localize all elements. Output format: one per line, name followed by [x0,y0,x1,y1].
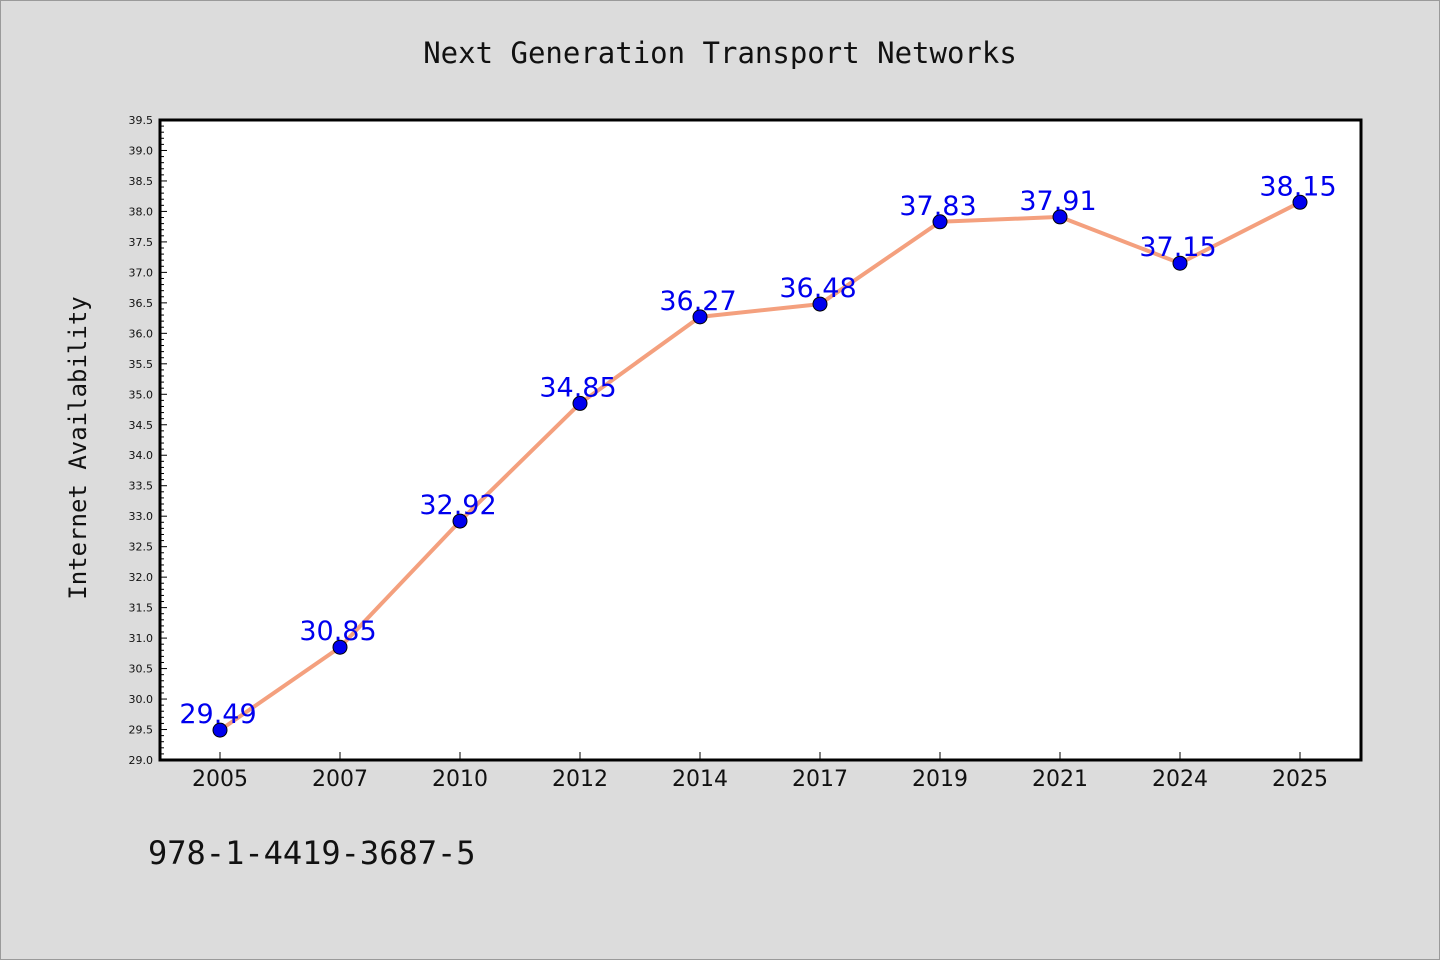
x-tick-label: 2014 [672,767,728,792]
y-tick-label: 30.0 [129,693,154,706]
y-tick-label: 35.5 [129,358,154,371]
data-point [932,214,948,230]
x-tick-label: 2010 [432,767,488,792]
data-point [332,639,348,655]
y-tick-label: 31.0 [129,632,154,645]
data-point [572,395,588,411]
data-label: 32.92 [419,490,496,521]
y-tick-label: 39.0 [129,144,154,157]
data-label: 30.85 [299,616,376,647]
x-tick-label: 2021 [1032,767,1088,792]
x-tick-label: 2005 [192,767,248,792]
data-label: 37.83 [899,191,976,222]
y-tick-label: 38.0 [129,205,154,218]
y-axis-label: Internet Availability [64,296,92,599]
series-line [218,200,1302,733]
isbn-label: 978-1-4419-3687-5 [148,834,476,872]
data-label: 34.85 [539,372,616,403]
y-tick-label: 37.0 [129,266,154,279]
data-point [1052,209,1068,225]
y-tick-label: 32.0 [129,571,154,584]
y-tick-label: 32.5 [129,541,154,554]
data-point [1172,255,1188,271]
data-label: 38.15 [1259,171,1336,202]
y-tick-label: 29.5 [129,724,154,737]
y-tick-label: 30.5 [129,663,154,676]
y-tick-label: 39.5 [129,114,154,127]
y-tick-label: 33.5 [129,480,154,493]
data-point [212,722,228,738]
y-tick-label: 29.0 [129,754,154,767]
y-axis: 29.0 29.5 30.0 30.5 31.0 31.5 32.0 32.5 33.0 33.5… [129,114,167,767]
x-tick-label: 2025 [1272,767,1328,792]
y-tick-label: 37.5 [129,236,154,249]
y-tick-label: 34.0 [129,449,154,462]
plot-area [158,118,1363,762]
y-tick-label: 36.5 [129,297,154,310]
x-tick-label: 2017 [792,767,848,792]
data-point [452,513,468,529]
y-tick-label: 38.5 [129,175,154,188]
x-tick-label: 2024 [1152,767,1208,792]
y-tick-label: 35.0 [129,388,154,401]
chart-title: Next Generation Transport Networks [423,36,1017,70]
x-axis: 2005 2007 2010 2012 2014 2017 2019 2021 2024 2025 [192,752,1328,792]
data-point [692,309,708,325]
data-label: 36.27 [659,286,736,317]
x-tick-label: 2019 [912,767,968,792]
y-tick-label: 34.5 [129,419,154,432]
data-point [1292,194,1308,210]
y-tick-label: 31.5 [129,602,154,615]
data-label: 29.49 [179,699,256,730]
data-point [812,296,828,312]
data-label: 37.15 [1139,232,1216,263]
x-tick-label: 2012 [552,767,608,792]
x-tick-label: 2007 [312,767,368,792]
series-layer: 29.49 30.85 32.92 34.85 36.27 36.48 37.83 37.91… [179,171,1337,738]
y-tick-label: 33.0 [129,510,154,523]
y-tick-label: 36.0 [129,327,154,340]
data-label: 37.91 [1019,186,1096,217]
data-label: 36.48 [779,273,856,304]
